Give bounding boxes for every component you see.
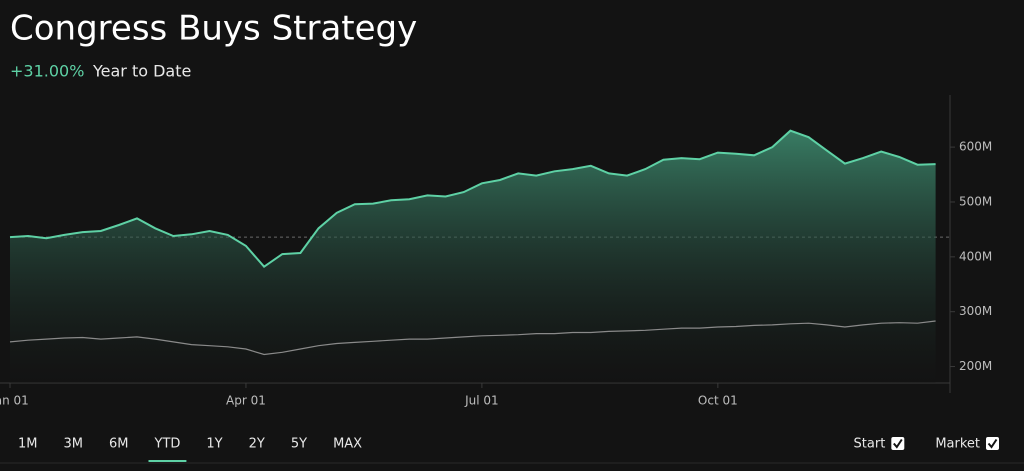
y-tick-label: 400M bbox=[959, 249, 992, 263]
selected-underline bbox=[148, 460, 187, 462]
x-tick-label: Jan 01 bbox=[0, 394, 29, 408]
area bbox=[10, 130, 936, 383]
range-tab[interactable]: 1Y bbox=[206, 437, 222, 452]
checkmark bbox=[987, 438, 998, 449]
strategy-line bbox=[9, 129, 936, 269]
range-tab[interactable]: YTD bbox=[154, 437, 181, 452]
y-tick-label: 600M bbox=[959, 140, 992, 154]
range-tab[interactable]: 6M bbox=[109, 437, 129, 452]
toggle-label[interactable]: Start bbox=[854, 437, 886, 452]
x-tick-label: Jul 01 bbox=[464, 394, 499, 408]
subtitle: Year to Date bbox=[92, 62, 191, 81]
x-tick-label: Oct 01 bbox=[698, 394, 738, 408]
y-tick-label: 200M bbox=[959, 359, 992, 373]
x-tick-label: Apr 01 bbox=[226, 394, 266, 408]
range-tab[interactable]: 2Y bbox=[249, 437, 265, 452]
y-tick-label: 300M bbox=[959, 304, 992, 318]
y-tick-label: 500M bbox=[959, 194, 992, 208]
checkmark bbox=[893, 438, 903, 449]
change: +31.00% bbox=[10, 62, 84, 81]
toggle-label[interactable]: Market bbox=[935, 437, 980, 452]
chart-title: Congress Buys Strategy bbox=[10, 9, 417, 49]
range-tab[interactable]: 5Y bbox=[291, 437, 307, 452]
market-line bbox=[9, 320, 936, 356]
range-tab[interactable]: 3M bbox=[64, 437, 84, 452]
checkbox[interactable] bbox=[891, 437, 905, 450]
range-tab[interactable]: MAX bbox=[333, 437, 362, 452]
checkbox[interactable] bbox=[986, 437, 999, 450]
range-tab[interactable]: 1M bbox=[18, 437, 38, 452]
